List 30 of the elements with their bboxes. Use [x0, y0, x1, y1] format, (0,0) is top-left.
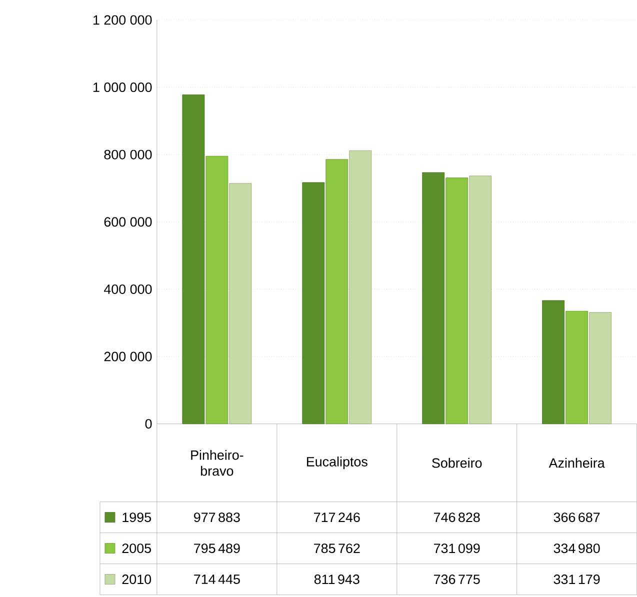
legend-label: 1995	[122, 512, 151, 522]
data-label: 811 943	[314, 574, 360, 584]
bar	[349, 150, 372, 424]
bar	[589, 312, 612, 424]
bar	[229, 183, 252, 424]
x-tick-label: Pinheiro-bravo	[191, 450, 244, 476]
data-label: 334 980	[554, 544, 600, 554]
data-label: 717 246	[314, 512, 360, 522]
y-tick-label: 400 000	[104, 284, 152, 294]
data-label: 785 762	[314, 544, 360, 554]
legend-label: 2005	[122, 544, 151, 554]
bar	[469, 176, 492, 424]
data-label: 746 828	[434, 512, 480, 522]
y-tick-label: 1 000 000	[93, 82, 152, 92]
data-label: 795 489	[194, 544, 240, 554]
y-tick-label: 800 000	[104, 150, 152, 160]
data-label: 714 445	[194, 574, 240, 584]
x-tick-label: Eucaliptos	[306, 456, 368, 470]
data-label: 736 775	[434, 574, 480, 584]
data-label: 731 099	[434, 544, 480, 554]
y-tick-label: 200 000	[104, 352, 152, 362]
y-tick-label: 0	[145, 419, 152, 429]
data-label: 977 883	[194, 512, 240, 522]
y-tick-label: 1 200 000	[93, 15, 152, 25]
x-tick-label: Azinheira	[548, 458, 605, 468]
data-label: 331 179	[554, 574, 600, 584]
legend-label: 2010	[122, 574, 152, 584]
data-label: 366 687	[554, 512, 600, 522]
y-tick-label: 600 000	[104, 217, 152, 227]
x-tick-label: Sobreiro	[432, 458, 482, 468]
